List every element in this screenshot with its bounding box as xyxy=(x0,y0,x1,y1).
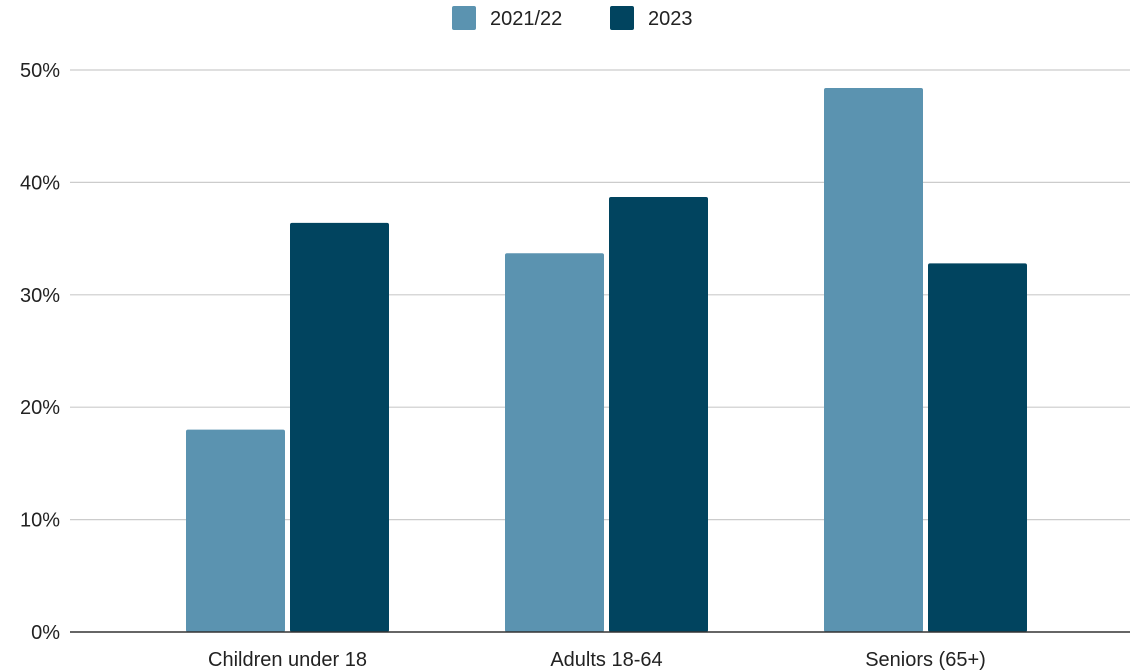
legend: 2021/22 2023 xyxy=(452,6,693,30)
bar-2021/22-Children under 18 xyxy=(186,429,285,632)
legend-item: 2021/22 xyxy=(452,6,562,30)
x-category-label: Seniors (65+) xyxy=(865,649,986,671)
y-tick-label: 30% xyxy=(20,285,60,307)
x-category-label: Children under 18 xyxy=(208,649,367,671)
legend-swatch xyxy=(610,6,634,30)
bar-2023-Adults 18-64 xyxy=(609,197,708,632)
y-axis-ticks: 0% 10% 20% 30% 40% 50% xyxy=(20,60,60,644)
y-tick-label: 0% xyxy=(31,622,60,644)
bar-2021/22-Seniors (65+) xyxy=(824,87,923,632)
bar-2021/22-Adults 18-64 xyxy=(505,253,604,632)
y-tick-label: 50% xyxy=(20,60,60,82)
x-category-label: Adults 18-64 xyxy=(550,649,662,671)
bar-2023-Children under 18 xyxy=(290,222,389,632)
bars xyxy=(186,87,1027,632)
y-tick-label: 40% xyxy=(20,172,60,194)
bar-2023-Seniors (65+) xyxy=(928,263,1027,632)
legend-label: 2023 xyxy=(648,8,693,30)
legend-item: 2023 xyxy=(610,6,693,30)
y-tick-label: 20% xyxy=(20,397,60,419)
y-tick-label: 10% xyxy=(20,510,60,532)
x-axis-categories: Children under 18 Adults 18-64 Seniors (65… xyxy=(208,649,986,671)
legend-label: 2021/22 xyxy=(490,8,562,30)
legend-swatch xyxy=(452,6,476,30)
